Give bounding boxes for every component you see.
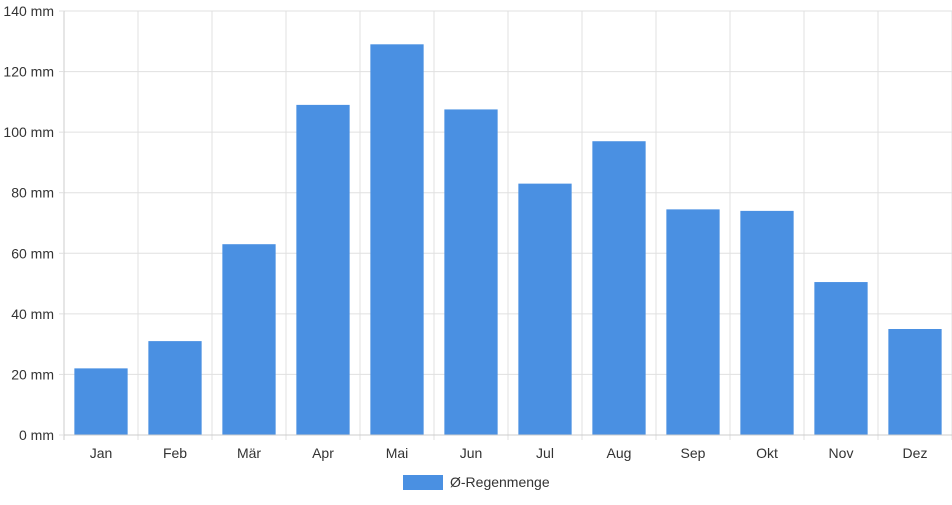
bar-feb[interactable] xyxy=(148,341,202,435)
y-tick-label: 140 mm xyxy=(3,3,54,19)
bar-sep[interactable] xyxy=(666,209,720,435)
y-tick-label: 40 mm xyxy=(11,306,54,322)
grid-layer xyxy=(63,10,952,440)
x-tick-label: Mär xyxy=(237,445,261,461)
axis-layer: 0 mm 20 mm 40 mm 60 mm 80 mm 100 mm 120 mm 140 … xyxy=(3,3,952,461)
x-tick-label: Jan xyxy=(90,445,113,461)
bars-layer xyxy=(74,44,942,436)
y-tick-label: 0 mm xyxy=(19,427,54,443)
x-tick-label: Feb xyxy=(163,445,187,461)
y-tick-label: 100 mm xyxy=(3,124,54,140)
x-tick-label: Dez xyxy=(903,445,928,461)
bar-nov[interactable] xyxy=(814,282,868,435)
bar-jan[interactable] xyxy=(74,368,128,435)
legend-swatch[interactable] xyxy=(403,475,443,490)
bar-okt[interactable] xyxy=(740,210,794,435)
x-tick-label: Apr xyxy=(312,445,334,461)
x-tick-label: Aug xyxy=(607,445,632,461)
bar-jun[interactable] xyxy=(444,109,498,435)
bar-mai[interactable] xyxy=(370,44,424,436)
bar-apr[interactable] xyxy=(296,104,350,435)
x-tick-label: Jul xyxy=(536,445,554,461)
bar-jul[interactable] xyxy=(518,183,572,435)
bar-aug[interactable] xyxy=(592,141,646,435)
x-tick-label: Jun xyxy=(460,445,483,461)
legend[interactable]: Ø-Regenmenge xyxy=(403,474,550,490)
x-tick-label: Sep xyxy=(681,445,706,461)
legend-label[interactable]: Ø-Regenmenge xyxy=(450,474,550,490)
bar-dez[interactable] xyxy=(888,329,942,435)
x-tick-label: Okt xyxy=(756,445,778,461)
bar-mär[interactable] xyxy=(222,244,276,435)
x-tick-label: Mai xyxy=(386,445,409,461)
x-tick-label: Nov xyxy=(829,445,854,461)
y-tick-label: 120 mm xyxy=(3,64,54,80)
y-tick-label: 20 mm xyxy=(11,366,54,382)
y-tick-label: 60 mm xyxy=(11,245,54,261)
y-tick-label: 80 mm xyxy=(11,185,54,201)
